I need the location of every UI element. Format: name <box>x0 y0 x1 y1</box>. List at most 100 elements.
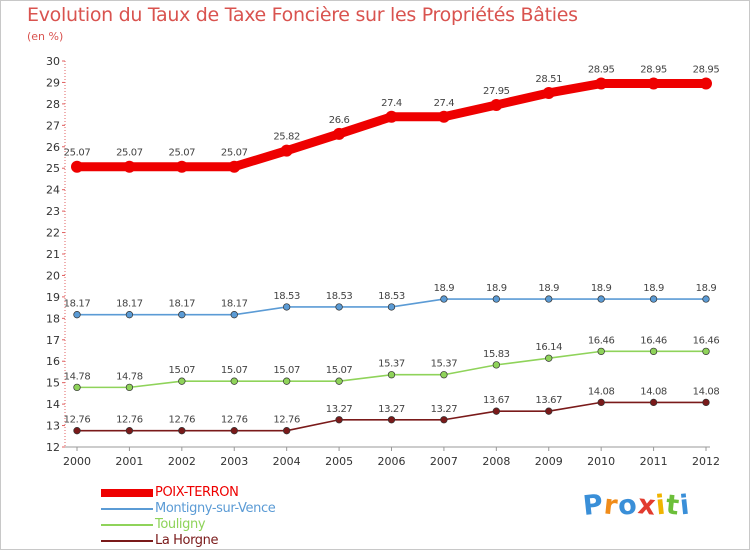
data-label: 14.78 <box>64 371 91 382</box>
legend-label: La Horgne <box>155 533 219 548</box>
data-point <box>542 86 555 99</box>
y-tick-label: 15 <box>46 377 60 390</box>
data-label: 27.4 <box>381 98 402 109</box>
data-point <box>335 377 343 385</box>
data-label: 16.46 <box>588 335 615 346</box>
x-tick-label: 2012 <box>692 455 720 468</box>
data-label: 28.95 <box>693 65 720 76</box>
data-label: 12.76 <box>116 415 143 426</box>
data-label: 27.95 <box>483 86 510 97</box>
data-point <box>230 311 238 319</box>
legend-swatch <box>101 524 153 526</box>
data-label: 14.78 <box>116 371 143 382</box>
legend-label: Montigny-sur-Vence <box>155 501 276 516</box>
y-tick-label: 17 <box>46 334 60 347</box>
y-tick-label: 25 <box>46 162 60 175</box>
data-point <box>545 407 553 415</box>
data-label: 12.76 <box>169 415 196 426</box>
data-point <box>492 361 500 369</box>
data-label: 18.9 <box>696 283 717 294</box>
data-point <box>647 77 660 90</box>
data-point <box>700 77 712 90</box>
data-label: 18.17 <box>169 299 196 310</box>
data-label: 28.51 <box>535 74 562 85</box>
y-tick-label: 27 <box>46 119 60 132</box>
x-tick-label: 2007 <box>430 455 458 468</box>
data-point <box>702 398 710 407</box>
data-point <box>597 347 605 356</box>
data-label: 28.95 <box>640 65 667 76</box>
data-point <box>73 427 81 435</box>
y-tick-label: 30 <box>46 55 60 68</box>
y-tick-label: 12 <box>46 441 60 454</box>
data-label: 12.76 <box>273 415 300 426</box>
data-point <box>492 295 500 303</box>
y-tick-label: 16 <box>46 355 60 368</box>
data-label: 18.53 <box>378 291 405 302</box>
data-point <box>702 347 710 356</box>
data-label: 18.9 <box>643 283 664 294</box>
data-point <box>333 127 346 140</box>
y-tick-label: 19 <box>46 291 60 304</box>
data-label: 18.9 <box>486 283 507 294</box>
data-label: 25.07 <box>169 148 196 159</box>
series-group: 18.17 18.17 18.17 18.17 18.53 18.53 18.53 18.9 1… <box>64 283 717 319</box>
x-tick-label: 2000 <box>63 455 91 468</box>
legend-label: POIX-TERRON <box>155 485 239 500</box>
y-tick-label: 18 <box>46 312 60 325</box>
chart-title: Evolution du Taux de Taxe Foncière sur l… <box>27 4 578 26</box>
legend-swatch <box>101 508 153 510</box>
data-point <box>387 416 396 424</box>
data-point <box>490 98 503 111</box>
data-point <box>175 160 188 173</box>
data-point <box>335 416 343 424</box>
x-tick-label: 2010 <box>587 455 615 468</box>
data-point <box>283 427 291 435</box>
series-group: 12.76 12.76 12.76 12.76 12.76 13.27 13.27 13.27… <box>64 386 720 435</box>
y-tick-label: 26 <box>46 141 60 154</box>
data-point <box>283 303 291 311</box>
data-point <box>597 295 605 303</box>
data-label: 18.9 <box>591 283 612 294</box>
data-label: 25.07 <box>221 148 248 159</box>
data-point <box>649 295 658 303</box>
data-label: 14.08 <box>588 386 615 397</box>
data-label: 14.08 <box>640 386 667 397</box>
data-point <box>649 347 658 356</box>
data-point <box>228 160 241 173</box>
data-point <box>387 371 396 379</box>
chart-unit-label: (en %) <box>27 30 64 43</box>
data-label: 18.53 <box>273 291 300 302</box>
x-tick-label: 2008 <box>482 455 510 468</box>
data-point <box>73 383 81 392</box>
proxiti-logo: Proxiti <box>581 489 692 522</box>
y-tick-label: 22 <box>46 227 60 240</box>
data-point <box>230 427 238 435</box>
y-tick-label: 28 <box>46 98 60 111</box>
data-point <box>71 160 83 173</box>
data-label: 15.07 <box>221 365 248 376</box>
data-label: 18.9 <box>538 283 559 294</box>
data-label: 13.67 <box>483 395 510 406</box>
data-point <box>283 377 291 385</box>
data-label: 25.82 <box>273 132 300 143</box>
y-tick-label: 20 <box>46 269 60 282</box>
data-point <box>597 398 605 407</box>
data-point <box>492 407 500 415</box>
data-label: 13.67 <box>535 395 562 406</box>
data-point <box>335 303 343 311</box>
data-label: 15.07 <box>273 365 300 376</box>
data-point <box>385 110 398 123</box>
data-label: 18.53 <box>326 291 353 302</box>
x-tick-label: 2011 <box>640 455 668 468</box>
data-label: 28.95 <box>588 65 615 76</box>
x-tick-label: 2002 <box>168 455 196 468</box>
data-point <box>125 383 134 392</box>
data-label: 18.17 <box>221 299 248 310</box>
line-chart: 12 13 14 15 16 17 18 19 20 21 22 23 24 25 26 27 28 29 30 20… <box>46 55 720 468</box>
data-label: 13.27 <box>378 404 405 415</box>
data-label: 16.46 <box>693 335 720 346</box>
data-point <box>125 311 134 319</box>
x-tick-label: 2009 <box>535 455 563 468</box>
data-label: 26.6 <box>329 115 350 126</box>
